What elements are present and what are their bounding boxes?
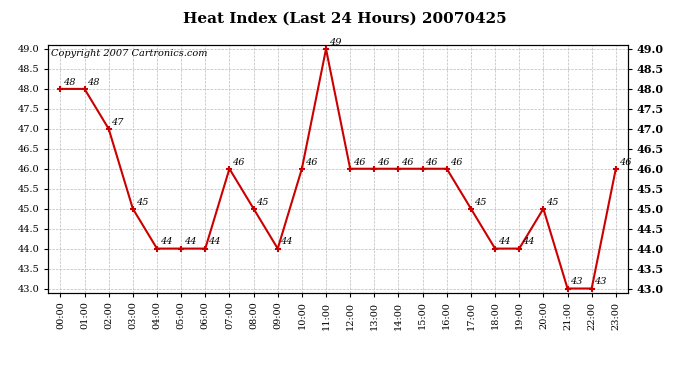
Text: 46: 46 xyxy=(305,158,317,166)
Text: 46: 46 xyxy=(426,158,438,166)
Text: 47: 47 xyxy=(112,118,124,127)
Text: 44: 44 xyxy=(498,237,511,246)
Text: 48: 48 xyxy=(88,78,100,87)
Text: 45: 45 xyxy=(546,198,559,207)
Text: 43: 43 xyxy=(571,278,583,286)
Text: 46: 46 xyxy=(377,158,390,166)
Text: 45: 45 xyxy=(257,198,269,207)
Text: 49: 49 xyxy=(329,38,342,47)
Text: 45: 45 xyxy=(136,198,148,207)
Text: 44: 44 xyxy=(522,237,535,246)
Text: Heat Index (Last 24 Hours) 20070425: Heat Index (Last 24 Hours) 20070425 xyxy=(183,11,507,25)
Text: 46: 46 xyxy=(450,158,462,166)
Text: 45: 45 xyxy=(474,198,486,207)
Text: 46: 46 xyxy=(619,158,631,166)
Text: 44: 44 xyxy=(208,237,221,246)
Text: 44: 44 xyxy=(160,237,172,246)
Text: 44: 44 xyxy=(184,237,197,246)
Text: 46: 46 xyxy=(353,158,366,166)
Text: 46: 46 xyxy=(233,158,245,166)
Text: Copyright 2007 Cartronics.com: Copyright 2007 Cartronics.com xyxy=(51,49,208,58)
Text: 48: 48 xyxy=(63,78,76,87)
Text: 46: 46 xyxy=(402,158,414,166)
Text: 44: 44 xyxy=(281,237,293,246)
Text: 43: 43 xyxy=(595,278,607,286)
